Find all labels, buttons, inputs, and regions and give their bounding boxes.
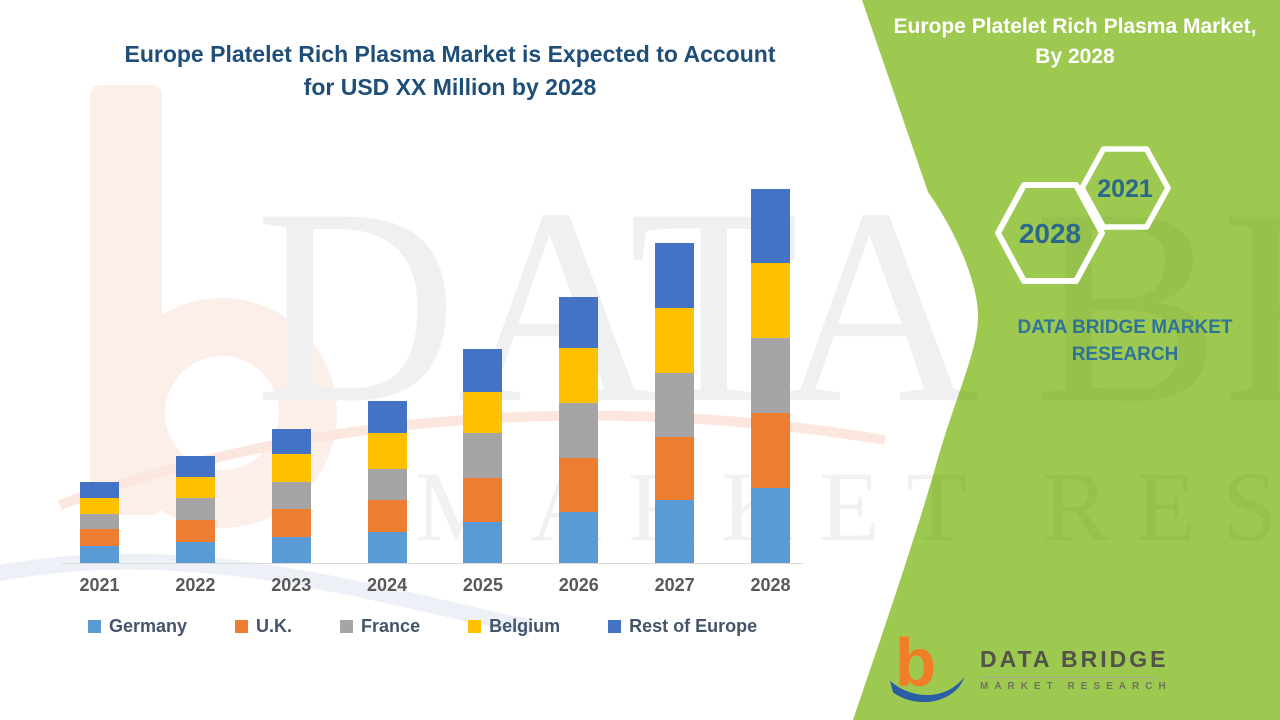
x-axis-label-2021: 2021: [79, 575, 120, 595]
legend-label: Germany: [109, 616, 188, 636]
legend-item-rest-of-europe: Rest of Europe: [608, 616, 757, 637]
legend-label: Rest of Europe: [629, 616, 758, 636]
bar-segment-2021-france: [80, 514, 119, 529]
bar-segment-2026-rest-of-europe: [559, 297, 599, 348]
bar-segment-2026-france: [559, 403, 599, 458]
legend-swatch-icon: [235, 620, 249, 633]
bar-segment-2027-france: [655, 373, 695, 437]
x-axis-label-2027: 2027: [654, 575, 695, 595]
bar-segment-2025-france: [463, 433, 503, 478]
chart-title-line2: for USD XX Million by 2028: [303, 74, 597, 100]
bar-segment-2024-france: [367, 469, 407, 500]
x-axis-label-2028: 2028: [750, 575, 791, 595]
bar-segment-2022-u-k-: [175, 520, 215, 542]
bar-segment-2026-belgium: [559, 348, 599, 403]
legend-item-germany: Germany: [88, 616, 187, 637]
bar-segment-2027-germany: [655, 500, 695, 563]
x-axis-label-2024: 2024: [367, 575, 408, 595]
bar-segment-2024-belgium: [367, 433, 407, 469]
brand-text-line1: DATA BRIDGE MARKET: [1017, 317, 1233, 338]
side-panel-background: [853, 0, 1280, 720]
bar-segment-2025-rest-of-europe: [463, 349, 503, 392]
bar-segment-2025-belgium: [463, 392, 503, 433]
logo-title: DATA BRIDGE: [980, 646, 1169, 672]
side-panel-title-line2: By 2028: [1035, 45, 1115, 68]
bar-segment-2027-rest-of-europe: [655, 243, 695, 308]
bar-segment-2023-germany: [271, 537, 311, 563]
logo-subtitle: MARKET RESEARCH: [980, 681, 1172, 692]
legend: Germany U.K. France Belgium Rest of Europe: [88, 616, 757, 637]
x-axis-label-2022: 2022: [175, 575, 216, 595]
svg-text:MARKET RESEARCH: MARKET RESEARCH: [415, 451, 1280, 562]
bar-segment-2021-belgium: [80, 498, 119, 514]
x-axis-line: [62, 563, 803, 564]
bar-segment-2023-france: [271, 482, 311, 509]
bar-segment-2024-germany: [367, 532, 407, 563]
bar-segment-2023-rest-of-europe: [271, 429, 311, 454]
side-panel-title-line1: Europe Platelet Rich Plasma Market,: [893, 15, 1257, 38]
chart-title-line1: Europe Platelet Rich Plasma Market is Ex…: [124, 41, 776, 67]
hexagon-small-label: 2021: [1097, 175, 1153, 203]
legend-item-france: France: [340, 616, 420, 637]
x-axis-label-2025: 2025: [462, 575, 503, 595]
company-logo: b DATA BRIDGE MARKET RESEARCH: [888, 632, 1172, 710]
legend-swatch-icon: [608, 620, 622, 633]
bar-segment-2022-belgium: [175, 477, 215, 498]
bar-segment-2027-u-k-: [655, 437, 695, 500]
bar-segment-2028-rest-of-europe: [751, 189, 791, 263]
bar-segment-2023-u-k-: [271, 509, 311, 537]
bar-segment-2028-france: [751, 338, 791, 413]
bar-segment-2028-belgium: [751, 263, 791, 338]
bar-segment-2025-u-k-: [463, 478, 503, 522]
brand-text-line2: RESEARCH: [1071, 344, 1179, 365]
hexagon-2028-icon: [995, 182, 1105, 284]
legend-swatch-icon: [88, 620, 101, 633]
bar-segment-2026-germany: [559, 512, 599, 563]
bar-segment-2021-rest-of-europe: [80, 482, 119, 498]
legend-swatch-icon: [340, 620, 354, 633]
side-panel-title: Europe Platelet Rich Plasma Market, By 2…: [885, 12, 1265, 72]
legend-label: France: [361, 616, 421, 636]
bar-segment-2028-u-k-: [751, 413, 791, 488]
bar-segment-2022-rest-of-europe: [175, 456, 215, 477]
watermark-b-icon: [0, 85, 886, 636]
bar-segment-2024-u-k-: [367, 500, 407, 532]
side-panel-brand-text: DATA BRIDGE MARKET RESEARCH: [960, 314, 1280, 368]
hexagon-2021-icon: [1079, 146, 1171, 230]
legend-label: Belgium: [489, 616, 561, 636]
bar-segment-2022-germany: [175, 542, 215, 563]
bar-segment-2022-france: [175, 498, 215, 520]
x-axis-label-2023: 2023: [271, 575, 312, 595]
bar-segment-2023-belgium: [271, 454, 311, 482]
logo-b-swoosh-icon: b: [889, 632, 965, 703]
bar-segment-2027-belgium: [655, 308, 695, 373]
x-axis-label-2026: 2026: [558, 575, 599, 595]
bar-segment-2021-u-k-: [80, 529, 119, 546]
legend-swatch-icon: [468, 620, 482, 633]
legend-item-u-k-: U.K.: [235, 616, 292, 637]
chart-title: Europe Platelet Rich Plasma Market is Ex…: [50, 38, 850, 104]
hexagon-large-label: 2028: [1019, 218, 1081, 249]
bar-segment-2026-u-k-: [559, 458, 599, 512]
legend-label: U.K.: [256, 616, 293, 636]
logo-divider: [980, 677, 1158, 678]
legend-item-belgium: Belgium: [468, 616, 560, 637]
bar-segment-2024-rest-of-europe: [367, 401, 407, 433]
bar-segment-2025-germany: [463, 522, 503, 563]
bar-segment-2028-germany: [751, 488, 791, 563]
bar-segment-2021-germany: [80, 546, 119, 563]
